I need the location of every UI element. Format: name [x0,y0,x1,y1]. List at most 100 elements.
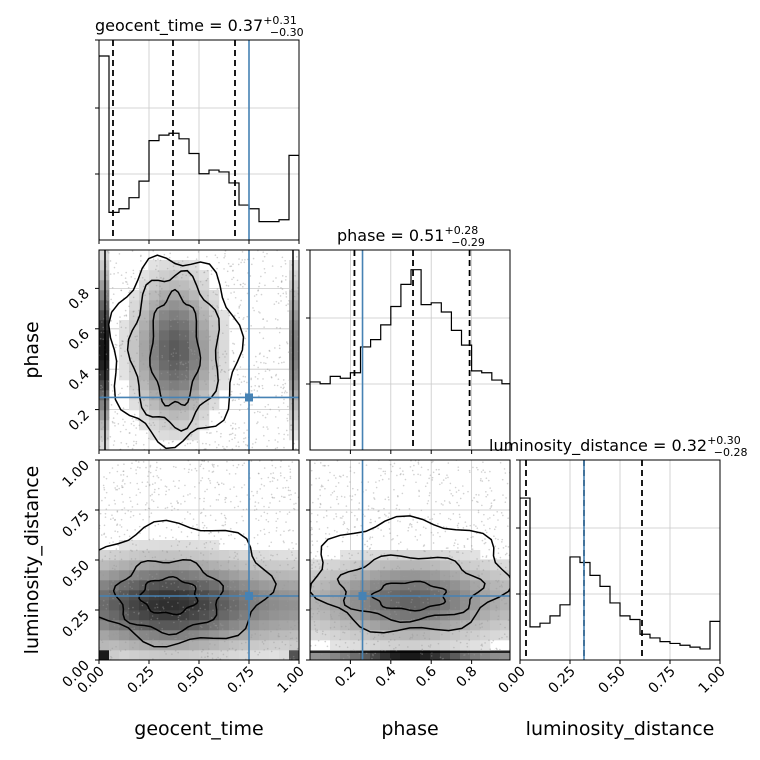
sample-point [296,648,299,650]
sample-point [323,516,325,519]
hist2d-phase-vs-luminosity-distance [306,459,511,664]
sample-point [276,517,279,520]
sample-point [125,281,128,283]
sample-point [291,541,293,544]
sample-point [454,486,457,489]
sample-point [377,510,380,513]
sample-point [290,597,292,600]
sample-point [310,484,313,486]
sample-point [130,357,132,359]
histogram-steps [520,497,720,660]
sample-point [148,330,151,333]
density-cell [380,650,391,660]
sample-point [242,318,244,320]
density-cell [430,570,441,581]
sample-point [101,558,104,561]
density-cell [249,640,260,651]
sample-point [124,421,126,423]
sample-point [377,579,379,581]
density-cell [289,650,299,660]
sample-point [417,461,420,464]
sample-point [212,470,215,473]
sample-point [502,514,504,517]
sample-point [213,463,215,466]
sample-point [113,564,115,567]
sample-point [131,250,134,252]
sample-point [481,626,483,628]
sample-point [485,495,487,498]
sample-point [447,547,449,549]
density-cell [289,410,299,421]
density-cell [450,650,461,660]
sample-point [397,601,400,604]
sample-point [294,590,296,593]
sample-point [358,585,360,588]
density-cell [289,350,299,361]
hist-phase [306,249,511,454]
sample-point [216,305,218,307]
sample-point [259,312,261,314]
density-cell [139,360,150,371]
sample-point [384,472,386,475]
sample-point [295,543,297,545]
sample-point [231,350,234,352]
density-cell [189,300,200,311]
sample-point [155,344,158,346]
density-cell [229,570,240,581]
sample-point [228,534,230,537]
sample-point [347,654,349,657]
sample-point [421,648,423,651]
sample-point [138,570,140,572]
sample-point [104,555,106,557]
sample-point [463,544,466,547]
x-tick-label: 0.4 [373,663,400,690]
sample-point [335,485,337,488]
y-tick-label: 1.00 [59,458,92,491]
sample-point [119,430,122,433]
sample-point [226,649,229,652]
sample-point [507,619,510,621]
density-cell [99,350,110,361]
sample-point [278,347,281,350]
sample-point [250,460,253,462]
sample-point [133,392,136,395]
sample-point [263,326,265,328]
sample-point [288,465,290,467]
sample-point [480,478,482,480]
sample-point [314,462,316,465]
sample-point [237,441,240,443]
sample-point [444,530,447,533]
sample-point [292,529,294,532]
density-cell [320,610,331,621]
sample-point [388,628,390,631]
density-cell [370,650,381,660]
sample-point [497,618,499,621]
sample-point [407,529,409,532]
contour-line [99,519,277,648]
sample-point [495,647,498,650]
sample-point [329,614,332,616]
sample-point [185,274,188,277]
sample-point [365,489,367,491]
sample-point [350,511,353,514]
sample-point [134,277,136,280]
sample-point [230,424,232,427]
sample-point [114,487,116,489]
sample-point [353,562,356,564]
sample-point [239,593,241,596]
sample-point [213,622,215,625]
sample-point [187,438,189,440]
sample-point [471,548,474,550]
sample-point [363,564,365,567]
density-cell [199,630,210,641]
sample-point [243,422,246,424]
sample-point [205,541,208,544]
sample-point [102,484,105,487]
sample-point [457,489,460,492]
sample-point [399,473,402,476]
sample-point [290,346,292,349]
sample-point [411,633,414,636]
sample-point [242,375,245,378]
sample-point [457,469,460,472]
density-cell [99,620,110,631]
